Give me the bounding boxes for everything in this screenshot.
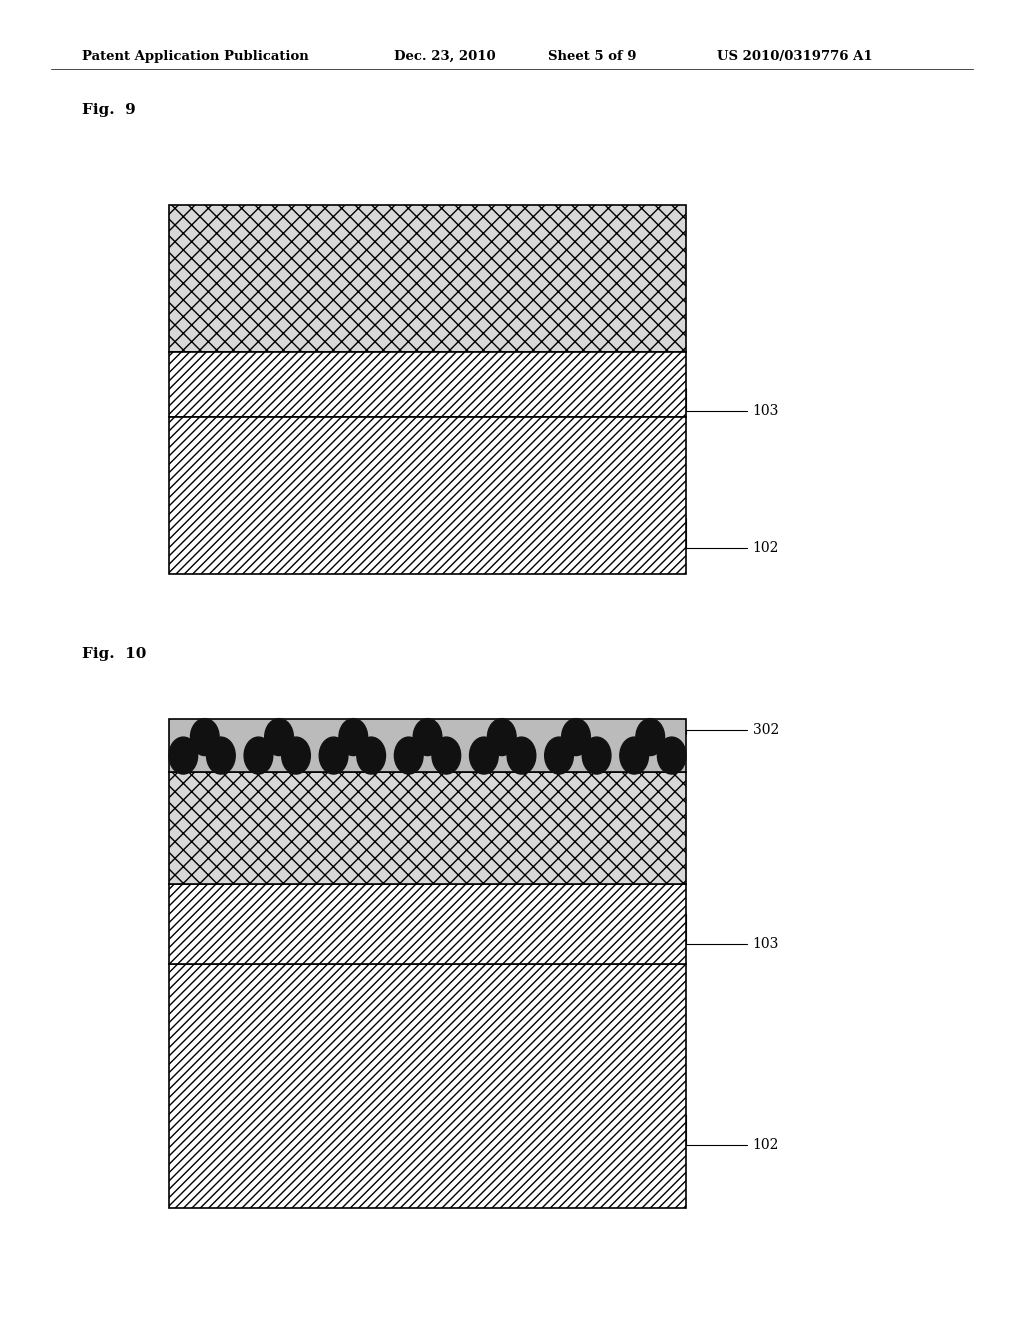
- Bar: [169, 719, 686, 772]
- Circle shape: [339, 718, 368, 755]
- Circle shape: [636, 718, 665, 755]
- Circle shape: [583, 737, 611, 774]
- Bar: [169, 352, 686, 417]
- Bar: [169, 772, 686, 884]
- Text: Fig.  10: Fig. 10: [82, 647, 146, 661]
- Circle shape: [264, 718, 294, 755]
- Circle shape: [356, 737, 385, 774]
- Bar: [169, 964, 686, 1208]
- Circle shape: [487, 718, 516, 755]
- Circle shape: [244, 737, 272, 774]
- Circle shape: [190, 718, 219, 755]
- Circle shape: [394, 737, 423, 774]
- Text: Sheet 5 of 9: Sheet 5 of 9: [548, 50, 636, 63]
- Circle shape: [413, 718, 442, 755]
- Bar: [169, 417, 686, 574]
- Text: Patent Application Publication: Patent Application Publication: [82, 50, 308, 63]
- Text: 103: 103: [686, 388, 779, 418]
- Text: Dec. 23, 2010: Dec. 23, 2010: [394, 50, 496, 63]
- Text: 103: 103: [686, 913, 779, 950]
- Circle shape: [169, 737, 198, 774]
- Bar: [169, 205, 686, 352]
- Circle shape: [432, 737, 461, 774]
- Circle shape: [319, 737, 348, 774]
- Circle shape: [620, 737, 648, 774]
- Text: 102: 102: [686, 1115, 779, 1152]
- Text: US 2010/0319776 A1: US 2010/0319776 A1: [717, 50, 872, 63]
- Text: 102: 102: [686, 519, 779, 556]
- Circle shape: [545, 737, 573, 774]
- Text: Fig.  9: Fig. 9: [82, 103, 135, 117]
- Circle shape: [657, 737, 686, 774]
- Circle shape: [561, 718, 590, 755]
- Circle shape: [507, 737, 536, 774]
- Circle shape: [207, 737, 236, 774]
- Circle shape: [282, 737, 310, 774]
- Circle shape: [470, 737, 499, 774]
- Text: 302: 302: [686, 723, 779, 737]
- Bar: [169, 884, 686, 964]
